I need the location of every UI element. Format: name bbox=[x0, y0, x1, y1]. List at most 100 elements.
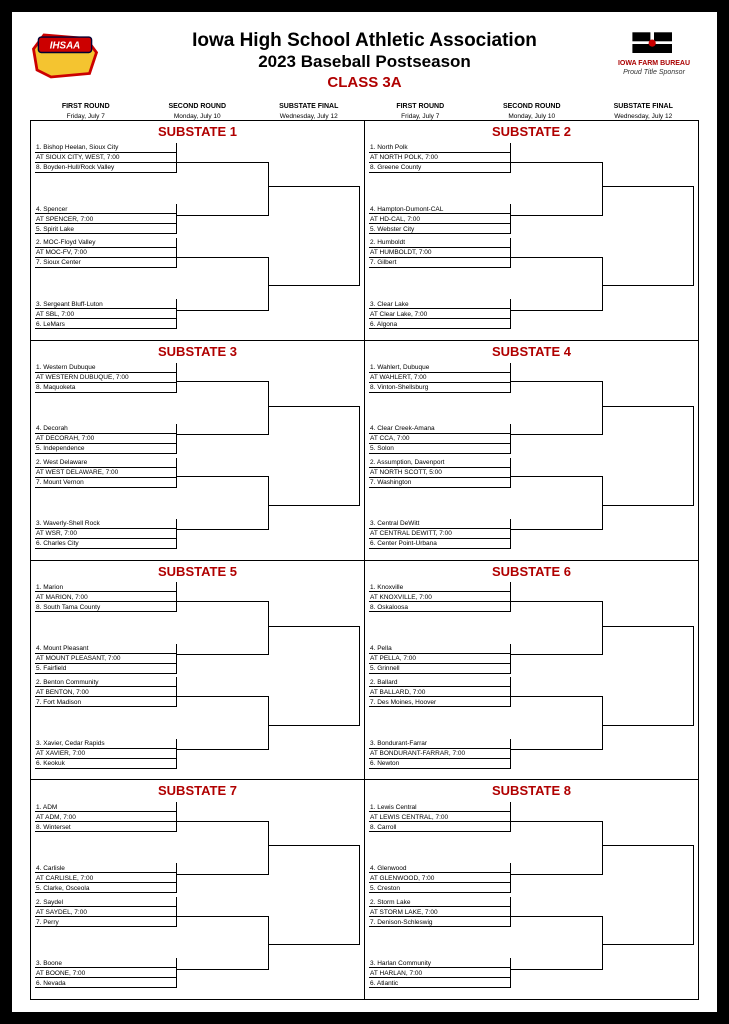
bracket: 1. Western DubuqueAT WESTERN DUBUQUE, 7:… bbox=[35, 361, 360, 551]
event-title: 2023 Baseball Postseason bbox=[120, 52, 609, 72]
game-location: AT BENTON, 7:00 bbox=[35, 687, 177, 697]
seed-top: 3. Sergeant Bluff-Luton bbox=[35, 299, 177, 309]
substate-title: SUBSTATE 7 bbox=[35, 783, 360, 798]
game: 3. BooneAT BOONE, 7:006. Nevada bbox=[35, 958, 177, 988]
semifinal-connector bbox=[511, 900, 602, 986]
seed-top: 3. Central DeWitt bbox=[369, 519, 511, 529]
seed-bottom: 5. Grinnell bbox=[369, 664, 511, 674]
game: 3. Clear LakeAT Clear Lake, 7:006. Algon… bbox=[369, 299, 511, 329]
ihsaa-logo: IHSAA bbox=[30, 30, 120, 87]
game: 1. Western DubuqueAT WESTERN DUBUQUE, 7:… bbox=[35, 363, 177, 393]
game-location: AT MOUNT PLEASANT, 7:00 bbox=[35, 654, 177, 664]
seed-top: 2. Ballard bbox=[369, 677, 511, 687]
seed-bottom: 8. Oskaloosa bbox=[369, 602, 511, 612]
seed-bottom: 6. Charles City bbox=[35, 539, 177, 549]
game-location: AT CARLISLE, 7:00 bbox=[35, 873, 177, 883]
class-label: CLASS 3A bbox=[120, 74, 609, 91]
game: 4. GlenwoodAT GLENWOOD, 7:005. Creston bbox=[369, 863, 511, 893]
seed-top: 3. Harlan Community bbox=[369, 958, 511, 968]
game: 1. Lewis CentralAT LEWIS CENTRAL, 7:008.… bbox=[369, 802, 511, 832]
svg-text:IHSAA: IHSAA bbox=[50, 40, 80, 51]
seed-bottom: 6. Newton bbox=[369, 759, 511, 769]
seed-bottom: 8. Vinton-Shellsburg bbox=[369, 383, 511, 393]
seed-top: 2. MOC-Floyd Valley bbox=[35, 238, 177, 248]
game: 2. SaydelAT SAYDEL, 7:007. Perry bbox=[35, 897, 177, 927]
game-location: AT NORTH SCOTT, 5:00 bbox=[369, 468, 511, 478]
seed-bottom: 5. Clarke, Osceola bbox=[35, 883, 177, 893]
substate-4: SUBSTATE 41. Wahlert, DubuqueAT WAHLERT,… bbox=[365, 341, 699, 561]
game-location: AT CCA, 7:00 bbox=[369, 434, 511, 444]
seed-top: 1. Marion bbox=[35, 582, 177, 592]
game: 1. Wahlert, DubuqueAT WAHLERT, 7:008. Vi… bbox=[369, 363, 511, 393]
game: 2. HumboldtAT HUMBOLDT, 7:007. Gilbert bbox=[369, 238, 511, 268]
seed-top: 4. Clear Creek-Amana bbox=[369, 424, 511, 434]
seed-top: 3. Waverly-Shell Rock bbox=[35, 519, 177, 529]
seed-bottom: 7. Perry bbox=[35, 917, 177, 927]
seed-top: 2. Assumption, Davenport bbox=[369, 458, 511, 468]
substate-5: SUBSTATE 51. MarionAT MARION, 7:008. Sou… bbox=[31, 561, 365, 781]
semifinal-connector bbox=[511, 585, 602, 671]
game: 4. SpencerAT SPENCER, 7:005. Spirit Lake bbox=[35, 204, 177, 234]
seed-bottom: 5. Webster City bbox=[369, 224, 511, 234]
semifinal-connector bbox=[511, 241, 602, 327]
seed-top: 1. Wahlert, Dubuque bbox=[369, 363, 511, 373]
final-connector bbox=[603, 586, 694, 766]
game-location: AT GLENWOOD, 7:00 bbox=[369, 873, 511, 883]
substate-title: SUBSTATE 2 bbox=[369, 124, 694, 139]
seed-bottom: 6. Center Point-Urbana bbox=[369, 539, 511, 549]
final-connector bbox=[269, 366, 360, 546]
game-location: AT Clear Lake, 7:00 bbox=[369, 309, 511, 319]
seed-top: 3. Boone bbox=[35, 958, 177, 968]
game: 4. Clear Creek-AmanaAT CCA, 7:005. Solon bbox=[369, 424, 511, 454]
game-location: AT WEST DELAWARE, 7:00 bbox=[35, 468, 177, 478]
semifinal-connector bbox=[177, 585, 268, 671]
seed-bottom: 7. Denison-Schleswig bbox=[369, 917, 511, 927]
game: 4. Mount PleasantAT MOUNT PLEASANT, 7:00… bbox=[35, 644, 177, 674]
seed-bottom: 6. Keokuk bbox=[35, 759, 177, 769]
game-location: AT HUMBOLDT, 7:00 bbox=[369, 248, 511, 258]
seed-top: 3. Clear Lake bbox=[369, 299, 511, 309]
game: 4. Hampton-Dumont-CALAT HD-CAL, 7:005. W… bbox=[369, 204, 511, 234]
game: 2. Assumption, DavenportAT NORTH SCOTT, … bbox=[369, 458, 511, 488]
game: 2. MOC-Floyd ValleyAT MOC-FV, 7:007. Sio… bbox=[35, 238, 177, 268]
bracket: 1. Lewis CentralAT LEWIS CENTRAL, 7:008.… bbox=[369, 800, 694, 990]
game-location: AT HD-CAL, 7:00 bbox=[369, 214, 511, 224]
substate-6: SUBSTATE 61. KnoxvilleAT KNOXVILLE, 7:00… bbox=[365, 561, 699, 781]
final-connector bbox=[269, 805, 360, 985]
game-location: AT NORTH POLK, 7:00 bbox=[369, 153, 511, 163]
seed-bottom: 6. Algona bbox=[369, 319, 511, 329]
game-location: AT SPENCER, 7:00 bbox=[35, 214, 177, 224]
seed-top: 1. North Polk bbox=[369, 143, 511, 153]
game: 2. Benton CommunityAT BENTON, 7:007. For… bbox=[35, 677, 177, 707]
game: 4. CarlisleAT CARLISLE, 7:005. Clarke, O… bbox=[35, 863, 177, 893]
r2-label: SECOND ROUND bbox=[168, 103, 226, 110]
page: IHSAA Iowa High School Athletic Associat… bbox=[12, 12, 717, 1012]
seed-bottom: 7. Washington bbox=[369, 478, 511, 488]
game-location: AT BALLARD, 7:00 bbox=[369, 687, 511, 697]
game: 1. North PolkAT NORTH POLK, 7:008. Green… bbox=[369, 143, 511, 173]
seed-bottom: 8. Boyden-Hull/Rock Valley bbox=[35, 163, 177, 173]
bracket: 1. KnoxvilleAT KNOXVILLE, 7:008. Oskaloo… bbox=[369, 581, 694, 771]
game-location: AT STORM LAKE, 7:00 bbox=[369, 907, 511, 917]
game: 2. BallardAT BALLARD, 7:007. Des Moines,… bbox=[369, 677, 511, 707]
header: IHSAA Iowa High School Athletic Associat… bbox=[30, 30, 699, 91]
seed-bottom: 8. Winterset bbox=[35, 822, 177, 832]
r3-label: SUBSTATE FINAL bbox=[279, 103, 338, 110]
seed-bottom: 7. Fort Madison bbox=[35, 697, 177, 707]
round-headers: FIRST ROUNDFriday, July 7 SECOND ROUNDMo… bbox=[30, 95, 699, 120]
game: 3. Waverly-Shell RockAT WSR, 7:006. Char… bbox=[35, 519, 177, 549]
game-location: AT WSR, 7:00 bbox=[35, 529, 177, 539]
game: 4. DecorahAT DECORAH, 7:005. Independenc… bbox=[35, 424, 177, 454]
seed-bottom: 6. Nevada bbox=[35, 978, 177, 988]
game: 4. PellaAT PELLA, 7:005. Grinnell bbox=[369, 644, 511, 674]
seed-top: 2. Benton Community bbox=[35, 677, 177, 687]
r1-date: Friday, July 7 bbox=[30, 113, 142, 120]
semifinal-connector bbox=[177, 460, 268, 546]
semifinal-connector bbox=[511, 460, 602, 546]
game-location: AT BONDURANT-FARRAR, 7:00 bbox=[369, 749, 511, 759]
seed-top: 4. Pella bbox=[369, 644, 511, 654]
seed-bottom: 6. LeMars bbox=[35, 319, 177, 329]
final-connector bbox=[603, 366, 694, 546]
substate-title: SUBSTATE 8 bbox=[369, 783, 694, 798]
seed-top: 4. Spencer bbox=[35, 204, 177, 214]
